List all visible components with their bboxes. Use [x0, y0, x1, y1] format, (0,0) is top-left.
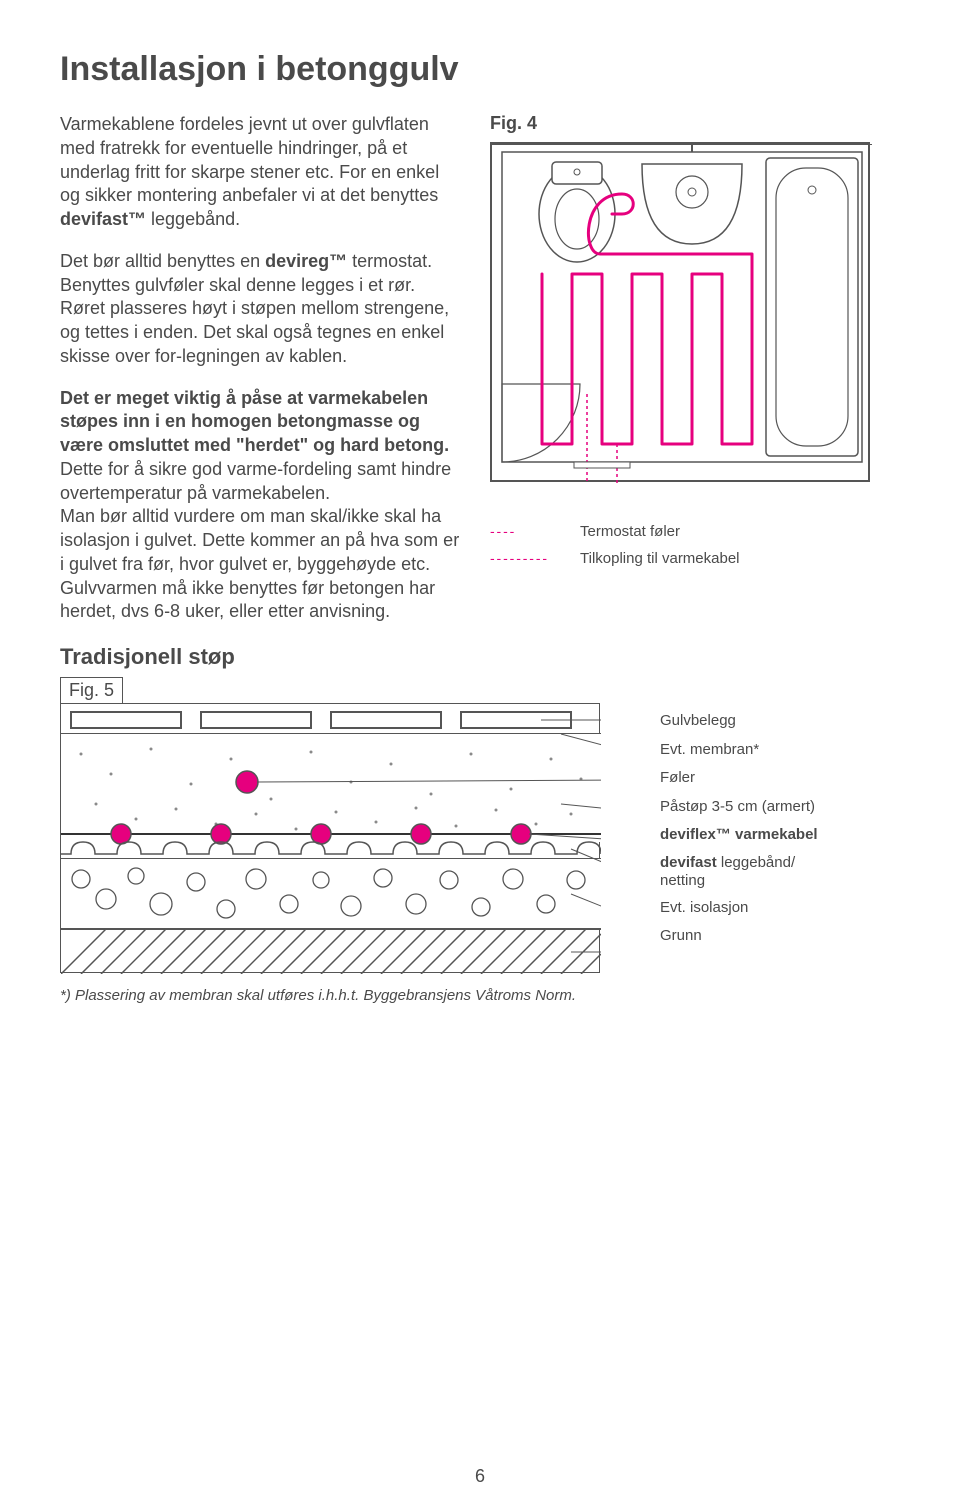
legend-text-2: Tilkopling til varmekabel: [580, 545, 740, 572]
left-column: Varmekablene fordeles jevnt ut over gulv…: [60, 113, 460, 677]
legend-dash-2: - - - - - - - - -: [490, 546, 580, 571]
fig5-legend-0: Gulvbelegg: [660, 707, 818, 736]
fig5-legend-7: Grunn: [660, 922, 818, 951]
paragraph-1: Varmekablene fordeles jevnt ut over gulv…: [60, 113, 460, 232]
fig5-legend-5: devifast leggebånd/netting: [660, 854, 818, 890]
fig4-legend: - - - - Termostat føler - - - - - - - - …: [490, 518, 900, 572]
paragraph-3: Det er meget viktig å påse at varmekabel…: [60, 387, 460, 625]
para2-bold: devireg™: [265, 251, 347, 271]
para3-rest: Dette for å sikre god varme-fordeling sa…: [60, 459, 459, 622]
legend-row-1: - - - - Termostat føler: [490, 518, 900, 545]
content-columns: Varmekablene fordeles jevnt ut over gulv…: [60, 113, 900, 677]
footnote: *) Plassering av membran skal utføres i.…: [60, 987, 900, 1004]
page-title: Installasjon i betonggulv: [60, 50, 900, 89]
para2-text-a: Det bør alltid benyttes en: [60, 251, 265, 271]
fig5-legend-3: Påstøp 3-5 cm (armert): [660, 793, 818, 822]
legend-dash-1: - - - -: [490, 519, 580, 544]
fig5-legend: Gulvbelegg Evt. membran* Føler Påstøp 3-…: [600, 703, 818, 973]
right-column: Fig. 4: [490, 113, 900, 677]
legend-row-2: - - - - - - - - - Tilkopling til varmeka…: [490, 545, 900, 572]
fig5-legend-4: deviflex™ varmekabel: [660, 821, 818, 850]
fig5-container: Fig. 5: [60, 677, 900, 973]
page-number: 6: [475, 1466, 485, 1487]
fig5-diagram: [60, 703, 600, 973]
legend-text-1: Termostat føler: [580, 518, 680, 545]
fig4-diagram: [490, 142, 870, 482]
para1-text-c: leggebånd.: [146, 209, 240, 229]
fig5-legend-1: Evt. membran*: [660, 736, 818, 765]
para1-bold: devifast™: [60, 209, 146, 229]
para3-bold: Det er meget viktig å påse at varmekabel…: [60, 388, 449, 456]
fig5-legend-6: Evt. isolasjon: [660, 894, 818, 923]
paragraph-2: Det bør alltid benyttes en devireg™ term…: [60, 250, 460, 369]
fig5-label: Fig. 5: [60, 677, 123, 703]
fig4-label: Fig. 4: [490, 113, 900, 134]
subheading: Tradisjonell støp: [60, 642, 460, 671]
fig5-legend-2: Føler: [660, 764, 818, 793]
para1-text-a: Varmekablene fordeles jevnt ut over gulv…: [60, 114, 439, 205]
